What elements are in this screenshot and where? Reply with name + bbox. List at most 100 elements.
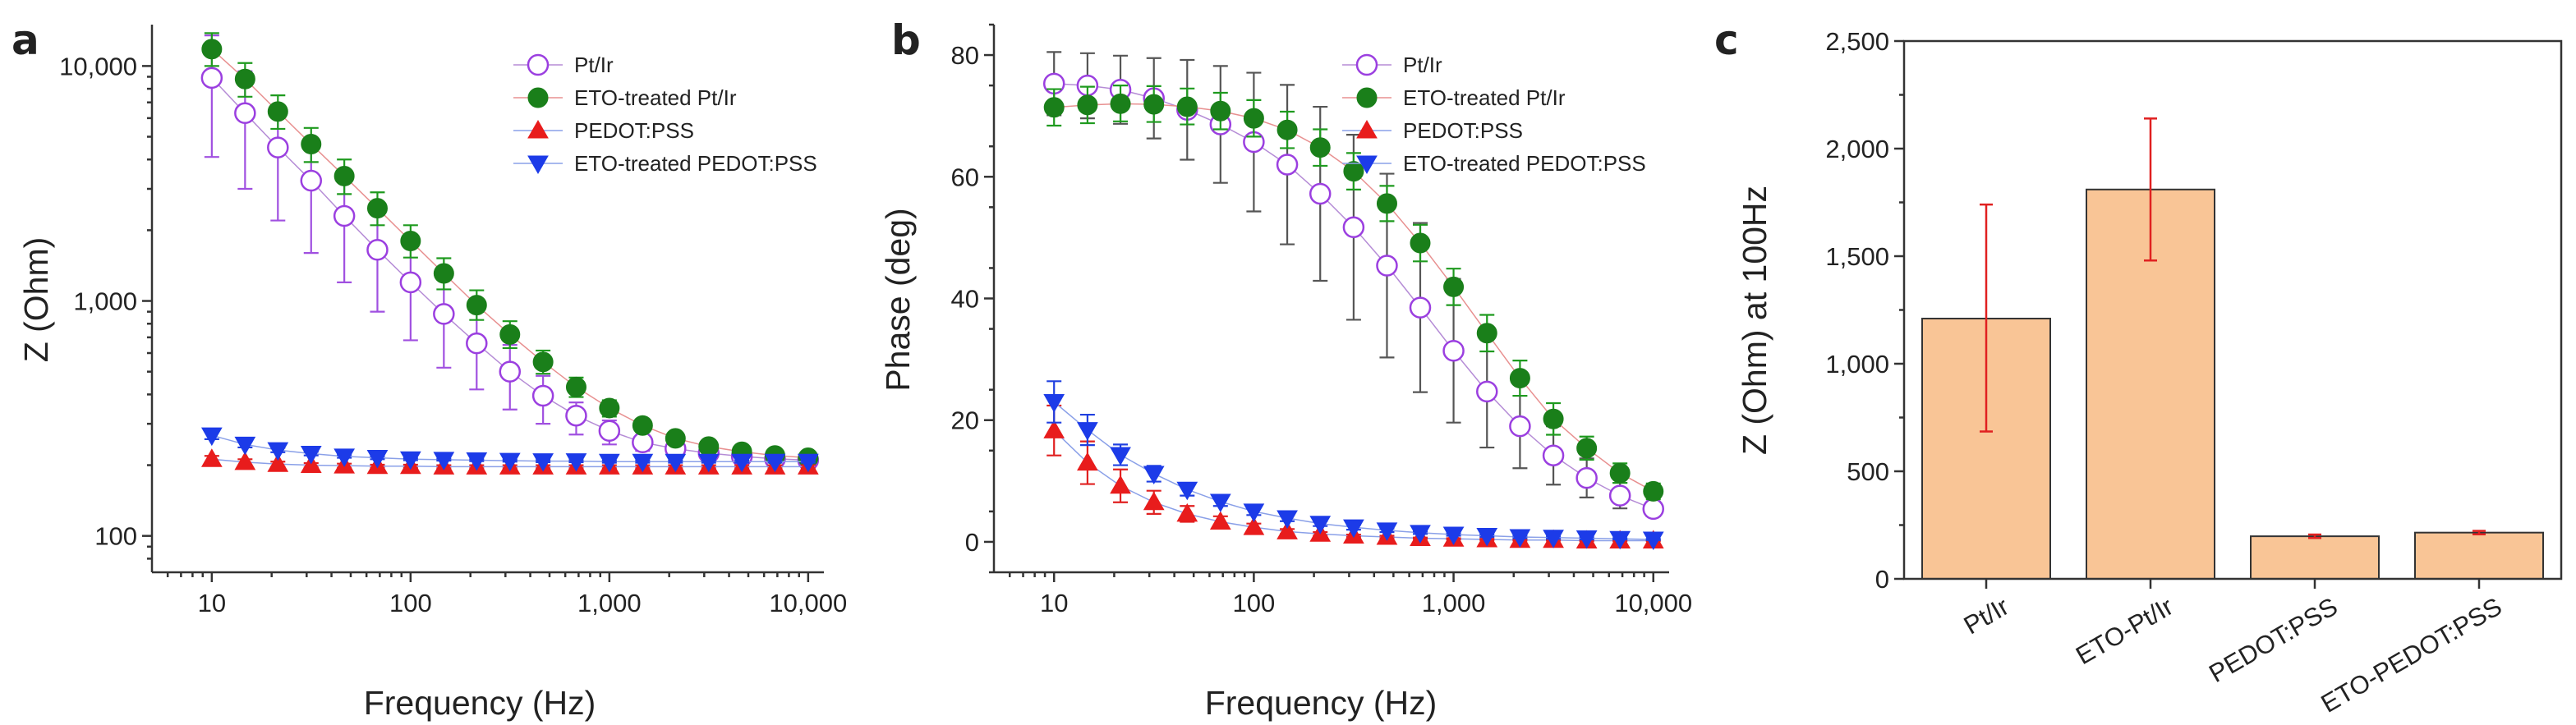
a-legend-label-eto-treated-pedot-pss: ETO-treated PEDOT:PSS: [574, 151, 817, 176]
b-x-tick-label: 10,000: [1614, 589, 1692, 617]
b-y-tick-label: 80: [951, 41, 979, 70]
b-point-eto-treated-pt-ir: [1509, 368, 1530, 389]
b-point-eto-treated-pedot-pss: [1077, 422, 1098, 441]
b-point-pedot-pss: [1176, 502, 1198, 522]
b-point-eto-treated-pt-ir: [1210, 100, 1231, 122]
b-point-eto-treated-pedot-pss: [1410, 525, 1431, 544]
b-line-eto-treated-pedot-pss: [1053, 401, 1654, 540]
c-x-tick-label-eto-pt-ir: ETO-Pt/Ir: [2071, 592, 2178, 670]
a-y-tick-label: 1,000: [73, 287, 137, 316]
a-legend-marker-pedot-pss: [527, 119, 549, 139]
a-point-eto-treated-pedot-pss: [764, 453, 786, 473]
b-point-eto-treated-pt-ir: [1543, 408, 1564, 429]
a-point-pt-ir: [399, 271, 422, 294]
b-point-pedot-pss: [1043, 420, 1065, 438]
panel-c-bars-layer: [1921, 117, 2544, 580]
b-legend-label-eto-treated-pt-ir: ETO-treated Pt/Ir: [1403, 85, 1566, 110]
c-x-tick-label-pt-ir: Pt/Ir: [1959, 592, 2014, 640]
a-point-eto-treated-pt-ir: [334, 165, 355, 186]
b-point-eto-treated-pt-ir: [1309, 137, 1331, 158]
c-bar-eto-pedot-pss: [2414, 531, 2544, 580]
b-point-pedot-pss: [1209, 511, 1231, 530]
b-point-eto-treated-pedot-pss: [1509, 529, 1531, 548]
a-point-pt-ir: [565, 404, 587, 427]
panel-b-axes: 10 100 1,000 10,000 0 20 40 60 80: [951, 23, 1692, 617]
b-legend-marker-pt-ir: [1355, 53, 1378, 76]
b-y-tick-label: 60: [951, 163, 979, 191]
b-point-eto-treated-pt-ir: [1276, 119, 1298, 140]
panel-c-y-axis-title: Z (Ohm) at 100Hz: [1736, 186, 1773, 455]
b-point-eto-treated-pt-ir: [1476, 323, 1497, 344]
a-point-pt-ir: [200, 67, 223, 89]
b-point-pt-ir: [1276, 154, 1299, 176]
panel-a-letter: a: [12, 16, 39, 64]
b-point-pt-ir: [1542, 444, 1565, 466]
panel-a-y-axis-title: Z (Ohm): [17, 237, 55, 363]
a-point-pt-ir: [333, 204, 356, 227]
a-point-eto-treated-pt-ir: [632, 415, 653, 436]
a-point-pedot-pss: [267, 453, 289, 472]
a-point-eto-treated-pedot-pss: [366, 450, 389, 469]
c-y-tick-label: 1,000: [1825, 350, 1889, 379]
c-x-tick-label-eto-pedot-pss: ETO-PEDOT:PSS: [2316, 592, 2507, 718]
a-point-eto-treated-pedot-pss: [532, 453, 554, 472]
b-legend-label-pedot-pss: PEDOT:PSS: [1403, 118, 1523, 143]
b-point-eto-treated-pt-ir: [1077, 94, 1098, 116]
a-legend-marker-eto-treated-pt-ir: [527, 87, 549, 108]
b-point-eto-treated-pedot-pss: [1543, 530, 1564, 548]
b-point-eto-treated-pt-ir: [1043, 97, 1065, 118]
panel-a-legend: Pt/Ir ETO-treated Pt/Ir PEDOT:PSS ETO-treat…: [513, 53, 817, 176]
b-point-pedot-pss: [1077, 452, 1098, 471]
a-point-eto-treated-pedot-pss: [234, 436, 256, 456]
panel-a-x-axis-title: Frequency (Hz): [364, 684, 596, 722]
panel-b-series-layer: [1042, 51, 1664, 550]
b-legend-label-eto-treated-pedot-pss: ETO-treated PEDOT:PSS: [1403, 151, 1646, 176]
a-point-eto-treated-pt-ir: [565, 376, 586, 397]
b-point-eto-treated-pedot-pss: [1043, 393, 1065, 413]
b-point-eto-treated-pt-ir: [1176, 96, 1198, 117]
b-point-pt-ir: [1409, 296, 1432, 319]
a-point-eto-treated-pedot-pss: [466, 452, 488, 471]
a-point-eto-treated-pedot-pss: [399, 451, 421, 470]
a-point-eto-treated-pedot-pss: [267, 442, 289, 461]
b-point-eto-treated-pedot-pss: [1176, 481, 1198, 501]
a-point-eto-treated-pedot-pss: [565, 453, 587, 472]
a-x-tick-label: 1,000: [577, 589, 642, 617]
a-y-tick-label: 10,000: [59, 52, 137, 80]
a-point-pt-ir: [267, 136, 289, 158]
a-point-eto-treated-pedot-pss: [598, 453, 620, 473]
panel-b-y-axis-title: Phase (deg): [879, 208, 917, 391]
b-point-eto-treated-pt-ir: [1609, 462, 1631, 484]
a-point-eto-treated-pedot-pss: [200, 427, 223, 447]
panel-a-impedance-plot: 10 100 1,000 10,000 100 1,000 10,000 Z (Ohm) F…: [17, 25, 847, 722]
b-point-eto-treated-pedot-pss: [1376, 522, 1398, 541]
b-legend-marker-pedot-pss: [1356, 119, 1378, 139]
a-point-pt-ir: [466, 332, 488, 355]
panel-c-letter: c: [1714, 16, 1739, 64]
a-point-eto-treated-pt-ir: [599, 397, 620, 419]
a-point-eto-treated-pt-ir: [499, 323, 521, 345]
panel-b-letter: b: [891, 16, 921, 64]
b-y-tick-label: 0: [965, 528, 979, 557]
a-legend-label-pedot-pss: PEDOT:PSS: [574, 118, 694, 143]
b-x-tick-label: 100: [1233, 589, 1276, 617]
a-point-pt-ir: [499, 360, 522, 383]
a-point-eto-treated-pt-ir: [267, 101, 288, 122]
a-point-eto-treated-pt-ir: [665, 428, 686, 449]
a-point-eto-treated-pt-ir: [366, 198, 388, 219]
a-point-eto-treated-pedot-pss: [433, 452, 455, 470]
a-point-pt-ir: [598, 420, 621, 442]
b-point-eto-treated-pedot-pss: [1110, 447, 1131, 466]
panel-b-phase-plot: 10 100 1,000 10,000 0 20 40 60 80 Phase (deg) Fr…: [879, 23, 1692, 722]
a-legend-marker-eto-treated-pedot-pss: [527, 155, 549, 175]
b-point-eto-treated-pt-ir: [1143, 94, 1165, 115]
b-point-pt-ir: [1642, 498, 1664, 521]
a-point-eto-treated-pedot-pss: [499, 452, 521, 472]
b-point-pt-ir: [1442, 339, 1465, 362]
c-y-tick-label: 2,000: [1825, 135, 1889, 163]
b-point-eto-treated-pt-ir: [1376, 193, 1397, 214]
a-point-eto-treated-pt-ir: [400, 230, 421, 251]
b-point-pedot-pss: [1243, 516, 1265, 535]
a-point-eto-treated-pedot-pss: [632, 453, 654, 473]
